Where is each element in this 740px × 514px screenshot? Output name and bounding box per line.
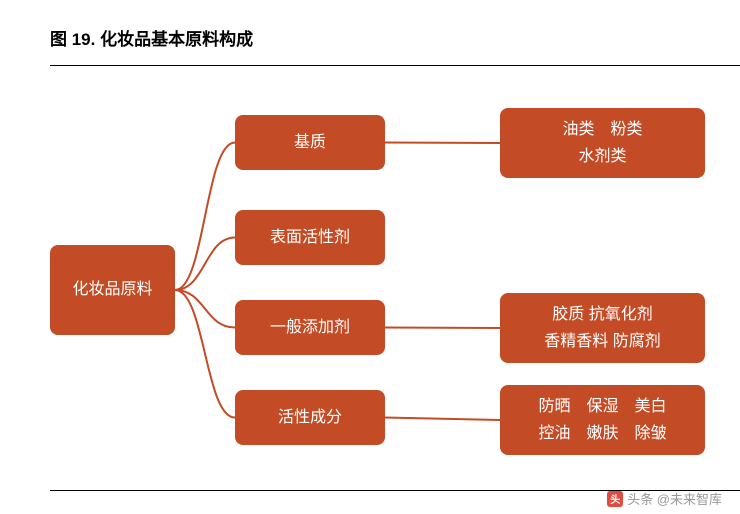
- leaf-node: 油类 粉类 水剂类: [500, 108, 705, 178]
- figure-title: 图 19. 化妆品基本原料构成: [50, 25, 253, 50]
- watermark-icon: 头: [607, 491, 623, 507]
- top-divider: [50, 65, 740, 66]
- mid-node: 基质: [235, 115, 385, 170]
- mid-node: 活性成分: [235, 390, 385, 445]
- mid-node: 一般添加剂: [235, 300, 385, 355]
- watermark-text: 头条 @未来智库: [627, 489, 722, 508]
- leaf-node: 防晒 保湿 美白 控油 嫩肤 除皱: [500, 385, 705, 455]
- leaf-node: 胶质 抗氧化剂 香精香料 防腐剂: [500, 293, 705, 363]
- mid-node: 表面活性剂: [235, 210, 385, 265]
- watermark: 头 头条 @未来智库: [607, 489, 722, 508]
- root-node: 化妆品原料: [50, 245, 175, 335]
